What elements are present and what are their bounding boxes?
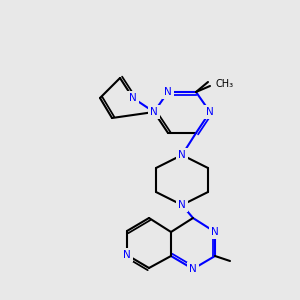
Text: N: N bbox=[164, 87, 172, 97]
Text: N: N bbox=[189, 264, 197, 274]
Text: N: N bbox=[206, 107, 214, 117]
Text: N: N bbox=[178, 150, 186, 160]
Text: N: N bbox=[211, 227, 219, 237]
Text: CH₃: CH₃ bbox=[215, 79, 233, 89]
Text: N: N bbox=[129, 93, 137, 103]
Text: N: N bbox=[123, 250, 131, 260]
Text: N: N bbox=[178, 200, 186, 210]
Text: N: N bbox=[150, 107, 158, 117]
